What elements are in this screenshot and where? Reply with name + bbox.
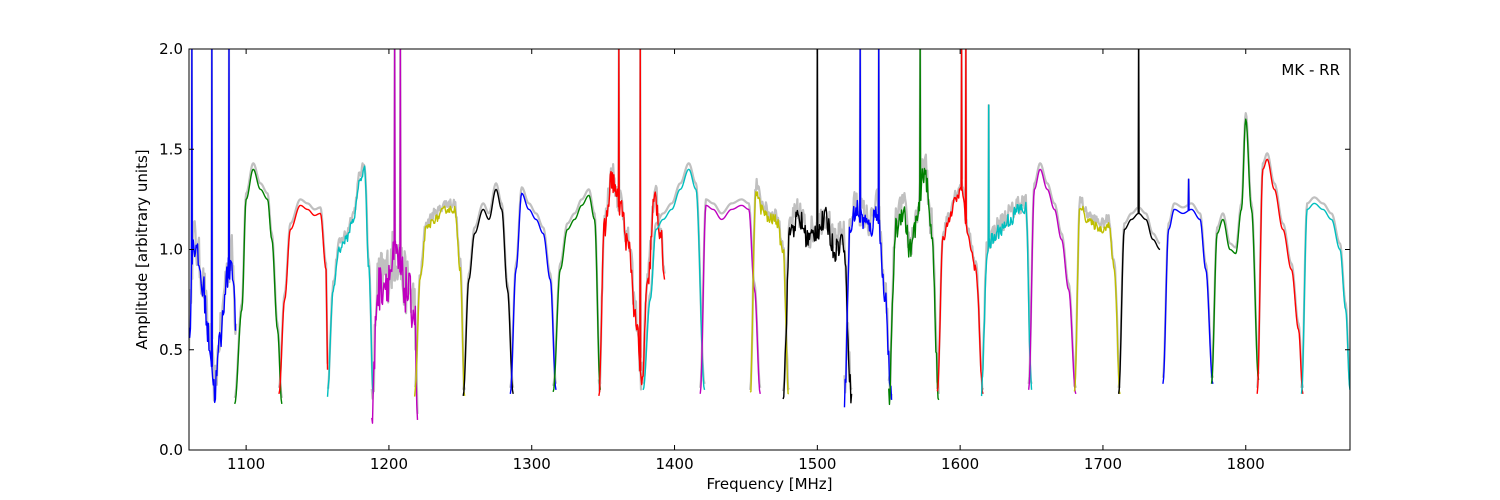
series-line-6 (462, 188, 514, 396)
series-line-5 (413, 205, 466, 397)
plot-frame (188, 48, 1351, 451)
y-tick-label: 0.0 (159, 441, 183, 459)
series-line-8 (552, 194, 601, 393)
x-tick-label: 1300 (513, 455, 551, 473)
x-axis: 1100 1200 1300 1400 1500 1600 1700 1800 (227, 49, 1265, 473)
series-line-10 (642, 168, 706, 391)
series-line-1 (234, 168, 283, 405)
series-line-15 (888, 49, 940, 406)
y-tick-label: 2.0 (159, 40, 183, 58)
series-line-20 (1117, 49, 1161, 394)
background-trace-23 (1256, 152, 1304, 389)
x-tick-label: 1800 (1227, 455, 1265, 473)
x-tick-label: 1600 (941, 455, 979, 473)
series-line-24 (1300, 202, 1350, 394)
y-axis-label: Amplitude [arbitrary units] (133, 149, 151, 349)
y-tick-label: 0.5 (159, 341, 183, 359)
background-trace-12 (749, 177, 790, 391)
y-tick-label: 1.0 (159, 241, 183, 259)
series-line-11 (699, 204, 761, 394)
background-trace-18 (1027, 162, 1077, 389)
series-line-13 (782, 49, 853, 404)
series-line-14 (843, 49, 893, 408)
series-line-19 (1073, 205, 1121, 395)
x-tick-label: 1400 (655, 455, 693, 473)
series-line-3 (326, 165, 374, 397)
y-tick-label: 1.5 (159, 140, 183, 158)
series-line-23 (1256, 158, 1304, 394)
series-line-21 (1162, 178, 1214, 385)
background-trace-9 (597, 49, 666, 393)
x-tick-label: 1100 (227, 455, 265, 473)
background-trace-16 (936, 49, 985, 391)
series-line-16 (936, 49, 984, 395)
series-line-18 (1027, 168, 1077, 395)
series-line-2 (278, 204, 329, 394)
series-line-7 (509, 192, 557, 394)
chart-annotation: MK - RR (1281, 61, 1340, 79)
series-line-0 (189, 49, 237, 404)
traces (189, 49, 1350, 424)
series-line-4 (371, 49, 419, 424)
background-trace-24 (1300, 196, 1350, 388)
x-tick-label: 1200 (370, 455, 408, 473)
background-trace-6 (462, 182, 515, 391)
series-line-9 (598, 49, 666, 396)
series-line-17 (980, 104, 1033, 397)
x-axis-label: Frequency [MHz] (706, 475, 832, 493)
x-tick-label: 1700 (1084, 455, 1122, 473)
background-trace-8 (552, 188, 602, 387)
series-line-12 (749, 191, 790, 395)
x-tick-label: 1500 (798, 455, 836, 473)
series-line-22 (1210, 118, 1260, 384)
y-axis: 0.0 0.5 1.0 1.5 2.0 (159, 40, 1350, 459)
background-trace-22 (1210, 112, 1260, 378)
